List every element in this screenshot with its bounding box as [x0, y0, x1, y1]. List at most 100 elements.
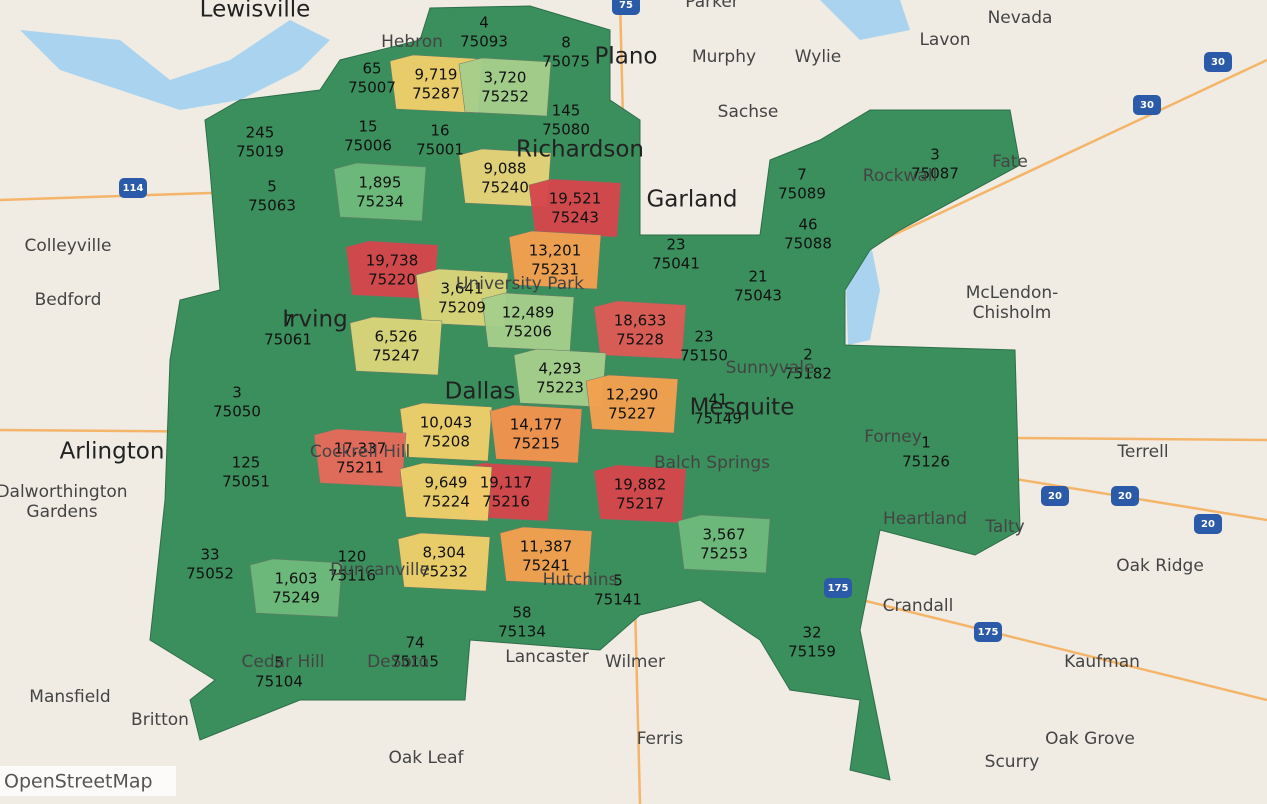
region-value: 9,719: [415, 66, 458, 84]
zip-region: [593, 300, 687, 360]
region-zip: 75227: [608, 405, 656, 423]
place-name: Irving: [282, 307, 347, 333]
region-zip: 75051: [222, 473, 270, 491]
region-zip: 75247: [372, 347, 420, 365]
region-zip: 75206: [504, 323, 552, 341]
place-name: Ferris: [637, 729, 684, 749]
place-name: McLendon-: [966, 283, 1059, 303]
region-zip: 75050: [213, 403, 261, 421]
highway-number: 30: [1211, 57, 1225, 68]
region-zip: 75019: [236, 143, 284, 161]
place-name: Lavon: [919, 30, 970, 50]
region-value: 10,043: [420, 414, 473, 432]
highway-number: 20: [1048, 491, 1062, 502]
region-zip: 75228: [616, 331, 664, 349]
region-zip: 75052: [186, 565, 234, 583]
highway-shield: [612, 0, 640, 15]
region-zip: 75088: [784, 235, 832, 253]
region-value: 125: [232, 454, 261, 472]
region-value: 6,526: [375, 328, 418, 346]
region-value: 23: [666, 236, 685, 254]
place-name: Lancaster: [505, 647, 588, 667]
region-zip: 75134: [498, 623, 546, 641]
region-zip: 75087: [911, 165, 959, 183]
region-zip: 75241: [522, 557, 570, 575]
region-zip: 75075: [542, 53, 590, 71]
highway-number: 20: [1201, 519, 1215, 530]
region-value: 9,649: [425, 474, 468, 492]
region-zip: 75104: [255, 673, 303, 691]
region-value: 21: [748, 268, 767, 286]
region-zip: 75149: [694, 410, 742, 428]
highway-shield: [119, 178, 147, 198]
region-zip: 75224: [422, 493, 470, 511]
region-value: 3,567: [703, 526, 746, 544]
place-name: Forney: [864, 427, 922, 447]
place-name: Scurry: [985, 752, 1040, 772]
zip-region: [313, 428, 407, 488]
zip-region: [528, 178, 622, 238]
place-name: Garland: [646, 187, 737, 213]
region-value: 11,387: [520, 538, 573, 556]
place-name: Murphy: [692, 47, 756, 67]
region-value: 14,177: [510, 416, 563, 434]
place-name: Chisholm: [973, 303, 1052, 323]
zip-region: [585, 374, 679, 434]
region-value: 12,489: [502, 304, 555, 322]
region-zip: 75150: [680, 347, 728, 365]
region-value: 2: [803, 346, 813, 364]
zip-region: [677, 514, 771, 574]
lake: [820, 0, 910, 40]
place-name: Fate: [992, 152, 1028, 172]
place-name: Richardson: [516, 137, 644, 163]
place-name: Mesquite: [690, 395, 795, 421]
region-zip: 75249: [272, 589, 320, 607]
region-value: 17,337: [334, 440, 387, 458]
place-name: Terrell: [1116, 442, 1168, 462]
region-zip: 75041: [652, 255, 700, 273]
place-name: Plano: [594, 44, 657, 70]
region-value: 7: [283, 312, 293, 330]
place-name: Mansfield: [29, 687, 110, 707]
region-value: 245: [246, 124, 275, 142]
region-value: 19,117: [480, 474, 533, 492]
region-zip: 75287: [412, 85, 460, 103]
region-value: 8: [561, 34, 571, 52]
region-zip: 75216: [482, 493, 530, 511]
zip-regions: [249, 54, 771, 618]
place-name: Oak Leaf: [388, 748, 464, 768]
region-zip: 75208: [422, 433, 470, 451]
region-value: 9,088: [484, 160, 527, 178]
region-zip: 75007: [348, 79, 396, 97]
region-value: 18,633: [614, 312, 667, 330]
attribution-box: [0, 766, 176, 796]
region-value: 5: [267, 178, 277, 196]
place-name: Kaufman: [1064, 652, 1140, 672]
place-name: Sachse: [718, 102, 779, 122]
place-name: Balch Springs: [654, 453, 770, 473]
region-value: 15: [358, 118, 377, 136]
region-value: 3,720: [484, 69, 527, 87]
place-name: Cedar Hill: [242, 652, 325, 672]
region-zip: 75234: [356, 193, 404, 211]
place-name: Colleyville: [25, 236, 112, 256]
region-value: 3: [232, 384, 242, 402]
place-name: DeSoto: [367, 652, 429, 672]
zip-region: [489, 404, 583, 464]
zip-region: [397, 532, 491, 592]
zip-region: [249, 558, 343, 618]
lake: [20, 20, 330, 110]
highway-shield: [824, 578, 852, 598]
place-name: Gardens: [26, 502, 97, 522]
highway-number: 30: [1140, 100, 1154, 111]
region-value: 1,603: [275, 570, 318, 588]
region-value: 145: [552, 102, 581, 120]
place-name: Wylie: [795, 47, 841, 67]
region-value: 5: [613, 572, 623, 590]
zip-region: [399, 462, 493, 522]
highway-number: 175: [978, 627, 999, 638]
region-value: 41: [708, 391, 727, 409]
zip-region: [458, 57, 552, 117]
place-name: Cockrell Hill: [310, 442, 410, 462]
